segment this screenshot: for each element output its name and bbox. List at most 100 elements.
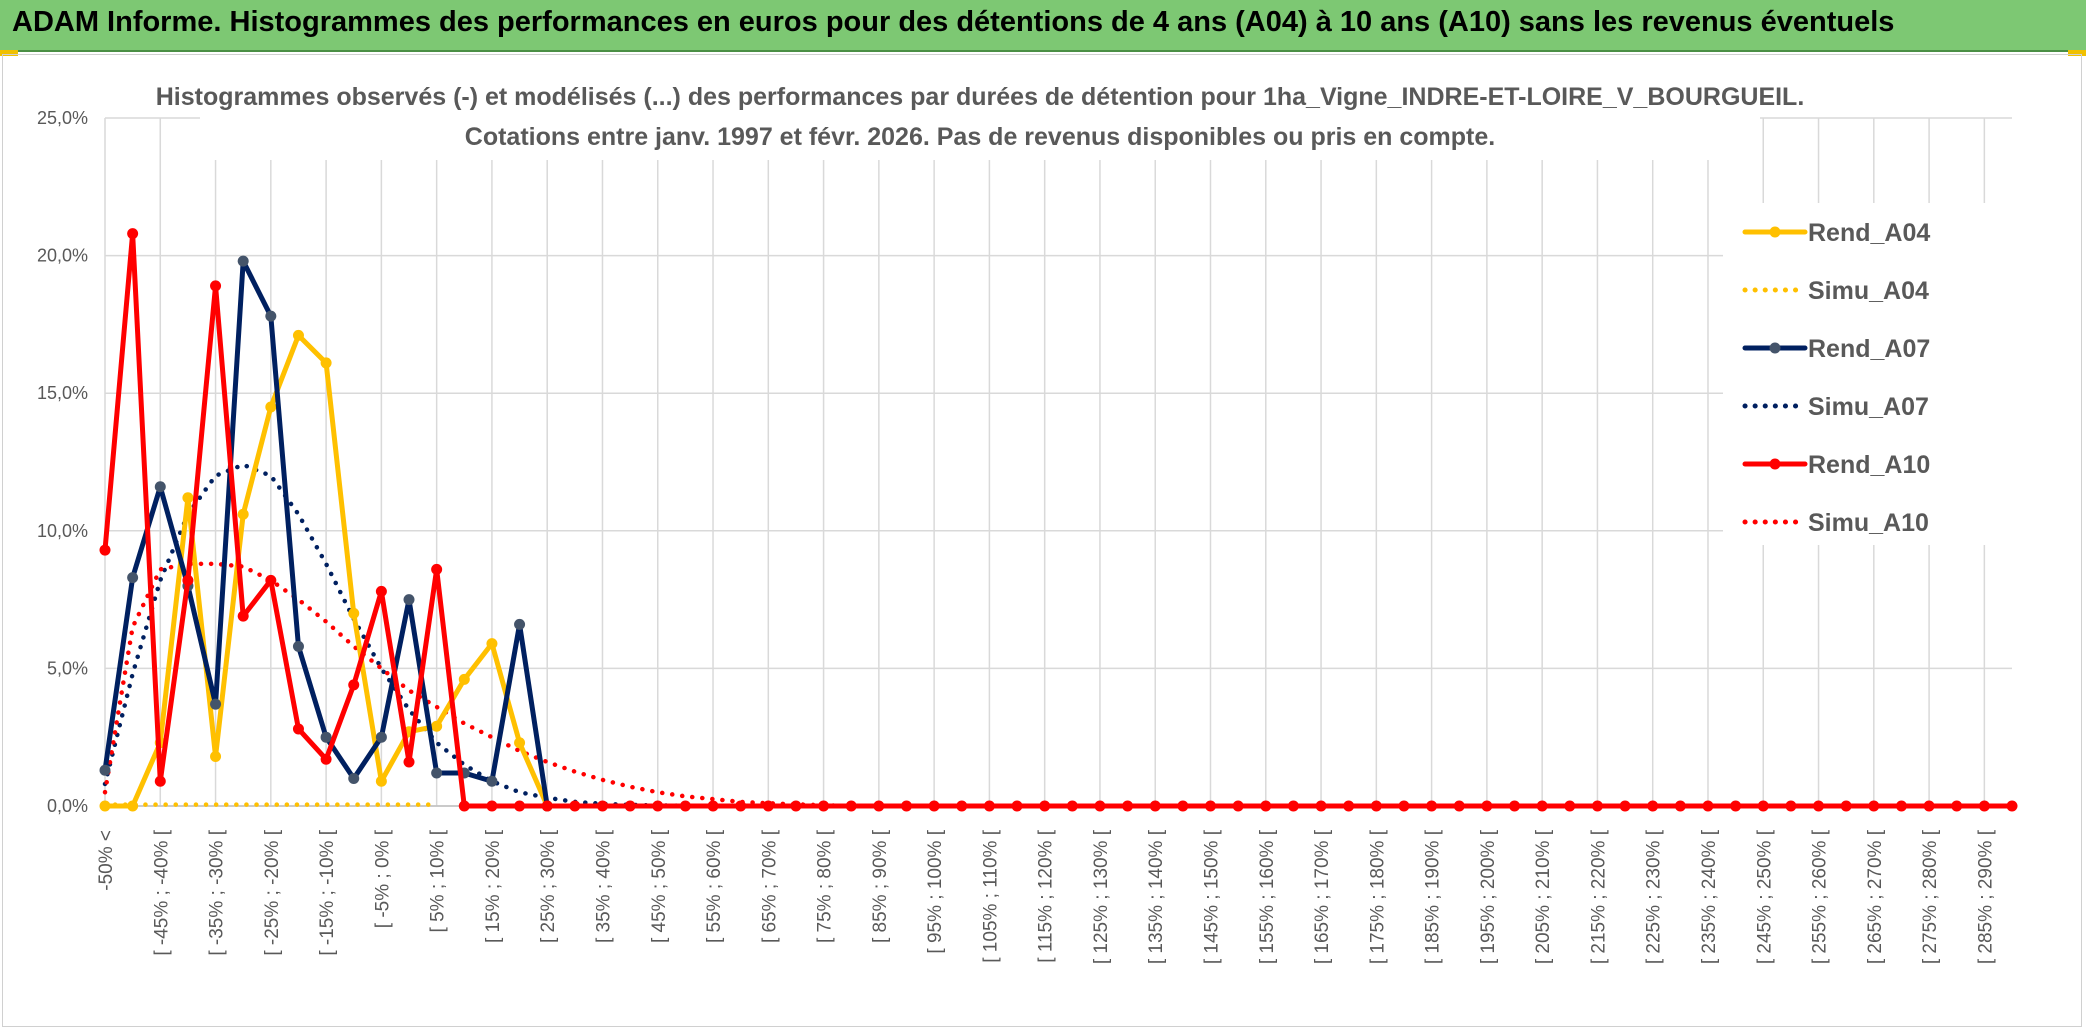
y-axis-ticks: 0,0% 5,0% 10,0% 15,0% 20,0% 25,0% (37, 108, 88, 816)
data-point (1177, 800, 1189, 812)
series-line (102, 231, 2015, 809)
data-point (127, 800, 139, 812)
data-point (1094, 800, 1106, 812)
legend-background (1723, 203, 2013, 545)
data-point (1619, 800, 1631, 812)
data-point (983, 800, 995, 812)
x-tick-label: [ 275% ; 280% [ (1920, 829, 1941, 964)
data-point (652, 800, 664, 812)
legend-label: Rend_A04 (1808, 219, 1930, 247)
data-point (707, 800, 719, 812)
data-point (182, 492, 194, 504)
data-point (1122, 800, 1134, 812)
y-tick-label: 5,0% (47, 658, 88, 678)
data-point (127, 572, 139, 584)
report-banner: ADAM Informe. Histogrammes des performan… (0, 0, 2086, 52)
legend-item: Rend_A04 (1742, 219, 1930, 247)
x-tick-label: [ 235% ; 240% [ (1699, 829, 1720, 964)
data-point (403, 594, 415, 606)
data-point (458, 800, 470, 812)
title-background (200, 84, 1760, 160)
data-point (1757, 800, 1769, 812)
x-tick-label: [ 135% ; 140% [ (1146, 829, 1167, 964)
chart-frame (2, 54, 2082, 1027)
data-point (1564, 800, 1576, 812)
data-point (237, 610, 249, 622)
data-point (596, 800, 608, 812)
data-point (1370, 800, 1382, 812)
data-point (1978, 800, 1990, 812)
data-point (569, 800, 581, 812)
legend-item: Rend_A10 (1742, 451, 1930, 479)
data-point (265, 310, 277, 322)
data-point (375, 585, 387, 597)
data-point (320, 357, 332, 369)
x-tick-label: [ 225% ; 230% [ (1644, 829, 1665, 964)
x-tick-label: [ 35% ; 40% [ (593, 829, 614, 943)
x-tick-label: [ -35% ; -30% [ (207, 829, 228, 955)
data-point (1398, 800, 1410, 812)
legend-label: Simu_A04 (1808, 277, 1929, 305)
chart-title: Histogrammes observés (-) et modélisés (… (156, 83, 1805, 111)
data-point (679, 800, 691, 812)
data-point (1951, 800, 1963, 812)
data-point (624, 800, 636, 812)
legend-swatch-marker (1769, 342, 1781, 354)
data-point (1205, 800, 1217, 812)
data-point (182, 574, 194, 586)
data-point (265, 401, 277, 413)
x-tick-label: [ 165% ; 170% [ (1312, 829, 1333, 964)
data-point (265, 574, 277, 586)
data-point (1591, 800, 1603, 812)
x-tick-label: [ 255% ; 260% [ (1810, 829, 1831, 964)
data-point (486, 800, 498, 812)
corner-accent-left (0, 50, 18, 56)
corner-accent-right (2068, 50, 2086, 56)
data-point (320, 753, 332, 765)
x-tick-label: [ 125% ; 130% [ (1091, 829, 1112, 964)
legend-label: Simu_A07 (1808, 393, 1929, 421)
data-point (1674, 800, 1686, 812)
x-tick-label: [ 75% ; 80% [ (815, 829, 836, 943)
data-point (1343, 800, 1355, 812)
data-point (99, 544, 111, 556)
data-point (1509, 800, 1521, 812)
x-tick-label: [ 15% ; 20% [ (483, 829, 504, 943)
data-point (1868, 800, 1880, 812)
data-point (292, 640, 304, 652)
data-point (1066, 800, 1078, 812)
x-tick-label: [ 185% ; 190% [ (1423, 829, 1444, 964)
x-tick-label: [ -5% ; 0% [ (372, 829, 393, 928)
y-tick-label: 10,0% (37, 521, 88, 541)
x-tick-label: [ 85% ; 90% [ (870, 829, 891, 943)
legend: Rend_A04 Simu_A04 Rend_A07 Simu_A07 Rend_A10… (1742, 219, 1930, 537)
data-point (431, 720, 443, 732)
data-point (292, 723, 304, 735)
x-tick-label: [ 115% ; 120% [ (1036, 829, 1057, 962)
legend-label: Simu_A10 (1808, 509, 1929, 537)
data-point (1702, 800, 1714, 812)
data-point (348, 679, 360, 691)
data-point (486, 638, 498, 650)
data-point (1011, 800, 1023, 812)
data-point (1923, 800, 1935, 812)
data-point (956, 800, 968, 812)
x-tick-label: [ -25% ; -20% [ (262, 829, 283, 955)
data-point (292, 329, 304, 341)
report-title: ADAM Informe. Histogrammes des performan… (12, 6, 1895, 38)
data-point (458, 673, 470, 685)
series-simu-a10 (102, 561, 854, 809)
data-point (431, 767, 443, 779)
data-point (1039, 800, 1051, 812)
x-tick-label: [ 145% ; 150% [ (1202, 829, 1223, 964)
data-point (1785, 800, 1797, 812)
data-point (735, 800, 747, 812)
chart-subtitle: Cotations entre janv. 1997 et févr. 2026… (465, 123, 1495, 151)
data-point (99, 764, 111, 776)
series-rend-a10 (99, 228, 2018, 812)
x-tick-label: [ 215% ; 220% [ (1588, 829, 1609, 964)
data-point (320, 731, 332, 743)
data-point (1730, 800, 1742, 812)
data-point (1813, 800, 1825, 812)
data-point (154, 775, 166, 787)
